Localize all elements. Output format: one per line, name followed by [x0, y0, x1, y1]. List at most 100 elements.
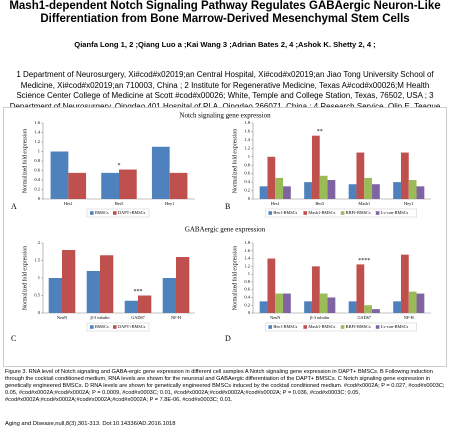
y-tick-label: 0	[38, 310, 41, 315]
bar	[283, 186, 291, 199]
x-tick-label: β-3 tubulin	[90, 315, 110, 320]
panel-label: D	[225, 334, 231, 343]
bar	[311, 135, 320, 199]
bar	[124, 300, 138, 313]
bar	[275, 293, 284, 313]
bar	[48, 278, 62, 313]
y-tick-label: 1	[38, 149, 40, 154]
legend-label: Lv-con-BMSCs	[381, 324, 409, 329]
bar	[364, 305, 373, 313]
bar	[68, 172, 87, 199]
x-tick-label: Mash1	[358, 201, 370, 206]
bar	[304, 301, 312, 313]
y-tick-label: 1.2	[34, 139, 40, 144]
affiliations: 1 Department of Neurosurgery, Xi#cod#x02…	[9, 70, 441, 108]
legend-frame	[265, 322, 417, 332]
bar	[319, 175, 328, 199]
bar	[267, 156, 276, 199]
y-tick-label: 1.8	[244, 240, 250, 245]
figure: Notch signaling gene expression GABAergi…	[3, 107, 447, 367]
legend-label: Hes1-BMSCs	[273, 210, 297, 215]
bar	[393, 301, 401, 313]
bar	[86, 271, 100, 313]
bar	[311, 266, 320, 313]
x-tick-label: Hey1	[165, 201, 174, 206]
legend-label: Mash1-BMSCs	[308, 210, 335, 215]
y-tick-label: 0.6	[244, 287, 250, 292]
y-axis-label: Normalized fold expression	[21, 246, 28, 310]
bar	[356, 152, 365, 199]
section-title: GABAergic gene expression	[185, 226, 266, 234]
y-tick-label: 1.2	[244, 145, 250, 150]
legend-frame	[86, 322, 150, 332]
bar	[259, 186, 268, 199]
y-tick-label: 0.8	[244, 162, 250, 167]
legend-label: RBPJ-BMSCs	[346, 324, 371, 329]
y-tick-label: 1.5	[34, 258, 40, 263]
y-tick-label: 2	[38, 240, 40, 245]
y-tick-label: 1.6	[244, 248, 250, 253]
legend-swatch	[303, 211, 307, 215]
x-tick-label: NeuN	[57, 315, 67, 320]
bar	[62, 250, 76, 313]
y-tick-label: 0.6	[244, 171, 250, 176]
bar	[348, 184, 357, 199]
y-tick-label: 1.4	[244, 256, 250, 261]
y-tick-label: 1.4	[34, 130, 40, 135]
significance-marker: ***	[134, 289, 143, 295]
legend-label: Lv-con-BMSCs	[381, 210, 409, 215]
bar	[151, 146, 170, 199]
section-title: Notch signaling gene expression	[179, 112, 271, 120]
y-tick-label: 0.5	[34, 293, 40, 298]
x-tick-label: Hey1	[404, 201, 413, 206]
bar	[138, 295, 152, 313]
y-tick-label: 0	[248, 310, 251, 315]
legend-frame	[265, 208, 417, 218]
legend-label: BMSCs	[95, 210, 109, 215]
legend-swatch	[340, 325, 345, 329]
y-tick-label: 1	[248, 271, 250, 276]
y-tick-label: 0.8	[34, 158, 40, 163]
legend-swatch	[268, 211, 272, 215]
y-tick-label: 0.2	[244, 188, 250, 193]
y-tick-label: 0.2	[244, 302, 250, 307]
x-tick-label: Hes1	[271, 201, 280, 206]
x-tick-label: NF-H	[171, 315, 181, 320]
paper-title: Mash1-dependent Notch Signaling Pathway …	[9, 0, 441, 25]
bar	[400, 152, 409, 199]
legend-label: Hes1-BMSCs	[273, 324, 297, 329]
y-tick-label: 1.6	[244, 128, 250, 133]
y-tick-label: 0.8	[244, 279, 250, 284]
y-tick-label: 0.4	[34, 177, 40, 182]
x-tick-label: NeuN	[270, 315, 280, 320]
y-tick-label: 1.2	[244, 263, 250, 268]
bar	[356, 264, 365, 313]
legend-swatch	[113, 211, 117, 215]
legend-label: Mash1-BMSCs	[308, 324, 335, 329]
bar	[101, 172, 119, 199]
x-tick-label: GAD67	[357, 315, 371, 320]
legend-label: DAPT+BMSCs	[118, 324, 146, 329]
y-tick-label: 0.2	[34, 187, 40, 192]
y-tick-label: 0.4	[244, 294, 250, 299]
y-tick-label: 0.4	[244, 179, 250, 184]
bar	[400, 254, 409, 313]
panel-label: B	[225, 202, 230, 211]
y-tick-label: 1	[248, 154, 250, 159]
bar	[119, 169, 137, 199]
bar	[100, 255, 114, 313]
y-tick-label: 1.8	[244, 120, 250, 125]
y-tick-label: 1	[38, 275, 40, 280]
y-axis-label: Normalized fold expression	[231, 129, 238, 193]
legend-swatch	[90, 211, 94, 215]
bar	[283, 293, 291, 313]
legend-swatch	[375, 325, 380, 329]
authors: Qianfa Long 1, 2 ;Qiang Luo a ;Kai Wang …	[74, 40, 376, 49]
legend-frame	[86, 208, 150, 218]
bar	[416, 293, 425, 313]
bar	[408, 291, 417, 313]
legend-swatch	[90, 325, 94, 329]
panel-label: A	[11, 202, 17, 211]
significance-marker: *	[118, 163, 121, 169]
bar	[372, 309, 380, 313]
